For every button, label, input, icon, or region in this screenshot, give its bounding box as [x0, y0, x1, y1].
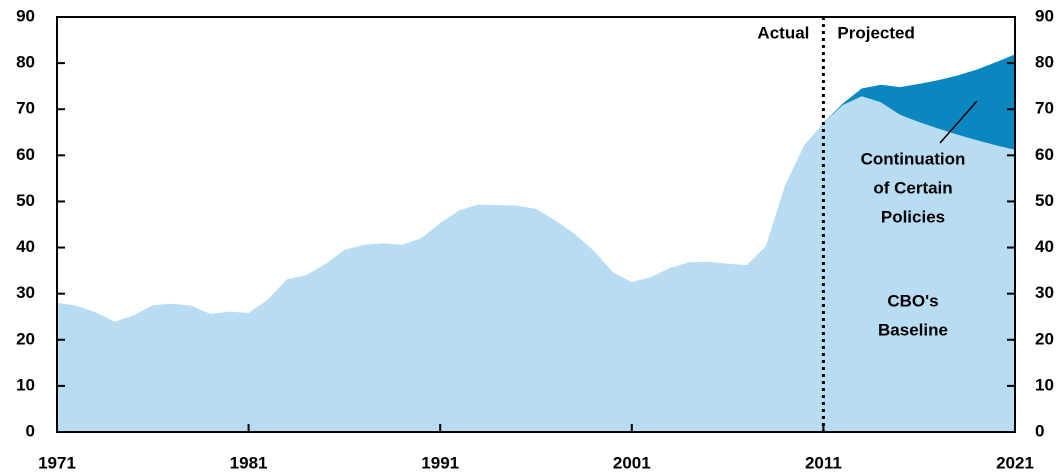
x-tick-label: 1981 [230, 453, 268, 472]
x-tick-label: 2021 [996, 453, 1034, 472]
annotation: Actual [757, 23, 809, 42]
y2-tick-label: 0 [1035, 421, 1044, 440]
y2-tick-label: 20 [1035, 329, 1054, 348]
y-tick-label: 30 [16, 283, 35, 302]
area [57, 96, 1015, 433]
y-tick-label: 90 [16, 6, 35, 25]
y-tick-label: 10 [16, 375, 35, 394]
y-tick-label: 50 [16, 191, 35, 210]
annotation: Projected [837, 23, 914, 42]
y2-tick-label: 80 [1035, 53, 1054, 72]
y2-tick-label: 50 [1035, 191, 1054, 210]
y2-tick-label: 70 [1035, 99, 1054, 118]
y-tick-label: 70 [16, 99, 35, 118]
x-tick-label: 2001 [613, 453, 651, 472]
x-tick-label: 1991 [421, 453, 459, 472]
y-tick-label: 40 [16, 237, 35, 256]
y2-tick-label: 10 [1035, 375, 1054, 394]
series-label: CBO's [887, 291, 938, 310]
y2-tick-label: 40 [1035, 237, 1054, 256]
series-label: Continuation [861, 149, 966, 168]
series-label: of Certain [873, 178, 952, 197]
plot-frame [56, 16, 1016, 433]
y-tick-label: 0 [26, 421, 35, 440]
leader-line [939, 100, 978, 144]
x-tick-label: 1971 [38, 453, 76, 472]
y2-tick-label: 90 [1035, 6, 1054, 25]
series-label: Baseline [878, 320, 948, 339]
y2-tick-label: 30 [1035, 283, 1054, 302]
y2-tick-label: 60 [1035, 145, 1054, 164]
y-tick-label: 80 [16, 53, 35, 72]
x-tick-label: 2011 [805, 453, 842, 472]
y-tick-label: 60 [16, 145, 35, 164]
y-tick-label: 20 [16, 329, 35, 348]
series-label: Policies [881, 207, 945, 226]
